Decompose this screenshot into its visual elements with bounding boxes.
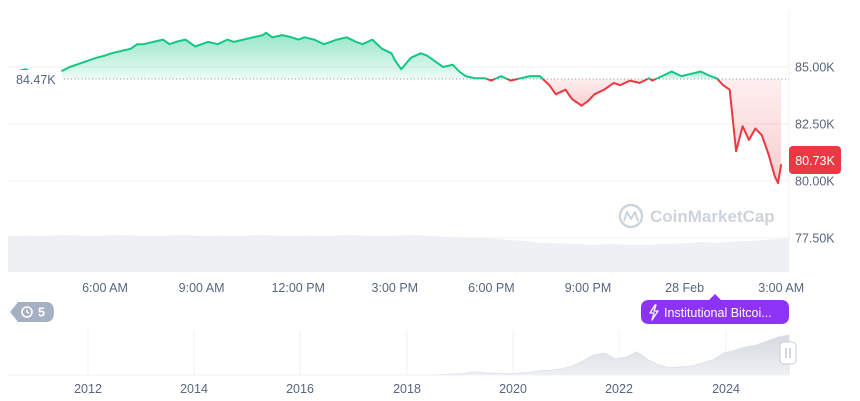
area-above-baseline [8, 32, 487, 80]
line-segment-up [517, 75, 544, 80]
navigator-x-label: 2014 [180, 382, 208, 396]
volume-shape [8, 234, 789, 272]
watermark-text: CoinMarketCap [650, 207, 775, 226]
x-axis: 6:00 AM 9:00 AM 12:00 PM 3:00 PM 6:00 PM 9:00… [82, 281, 804, 295]
news-event-button[interactable]: Institutional Bitcoi... [641, 294, 789, 324]
x-tick-label: 3:00 PM [372, 281, 419, 295]
y-axis: 85.00K 82.50K 80.00K 77.50K [795, 60, 835, 245]
y-tick-label: 77.50K [795, 231, 835, 245]
history-icon [21, 306, 33, 318]
y-tick-label: 82.50K [795, 117, 835, 131]
baseline-label: 84.47K [4, 70, 62, 88]
area-below-baseline [542, 79, 648, 106]
line-segment-up [647, 77, 651, 80]
line-segment-up [7, 31, 488, 80]
current-price-value: 80.73K [795, 154, 835, 168]
price-line [7, 31, 783, 185]
news-event-label: Institutional Bitcoi... [664, 306, 772, 320]
line-segment-down [716, 78, 783, 185]
x-tick-label: 3:00 AM [758, 281, 804, 295]
x-tick-label: 9:00 AM [179, 281, 225, 295]
history-badge[interactable]: 5 [10, 302, 54, 322]
navigator-x-label: 2012 [74, 382, 102, 396]
line-segment-up [655, 70, 719, 80]
line-segment-down [506, 78, 518, 82]
navigator-x-label: 2022 [605, 382, 633, 396]
navigator-handle[interactable] [779, 341, 797, 365]
line-segment-down [649, 78, 657, 82]
navigator-x-label: 2020 [499, 382, 527, 396]
history-count: 5 [38, 306, 45, 320]
range-navigator[interactable] [8, 330, 790, 376]
coinmarketcap-logo-icon [618, 203, 644, 229]
navigator-x-label: 2024 [712, 382, 740, 396]
watermark: CoinMarketCap [618, 203, 775, 229]
navigator-x-axis: 2012 2014 2016 2018 2020 2022 2024 [74, 382, 740, 396]
line-segment-down [542, 78, 649, 107]
current-price-label: 80.73K [789, 146, 841, 174]
x-tick-label: 9:00 PM [565, 281, 612, 295]
navigator-x-label: 2016 [286, 382, 314, 396]
x-tick-label: 6:00 PM [468, 281, 515, 295]
line-segment-down [486, 78, 496, 82]
y-tick-label: 80.00K [795, 174, 835, 188]
x-tick-label: 28 Feb [665, 281, 704, 295]
navigator-x-label: 2018 [393, 382, 421, 396]
baseline-value: 84.47K [16, 73, 56, 87]
lightning-icon [649, 304, 659, 321]
line-segment-up [494, 75, 508, 80]
y-tick-label: 85.00K [795, 60, 835, 74]
x-tick-label: 12:00 PM [271, 281, 325, 295]
area-below-baseline [717, 79, 782, 184]
price-area [8, 32, 782, 184]
x-tick-label: 6:00 AM [82, 281, 128, 295]
volume-area [8, 234, 789, 272]
